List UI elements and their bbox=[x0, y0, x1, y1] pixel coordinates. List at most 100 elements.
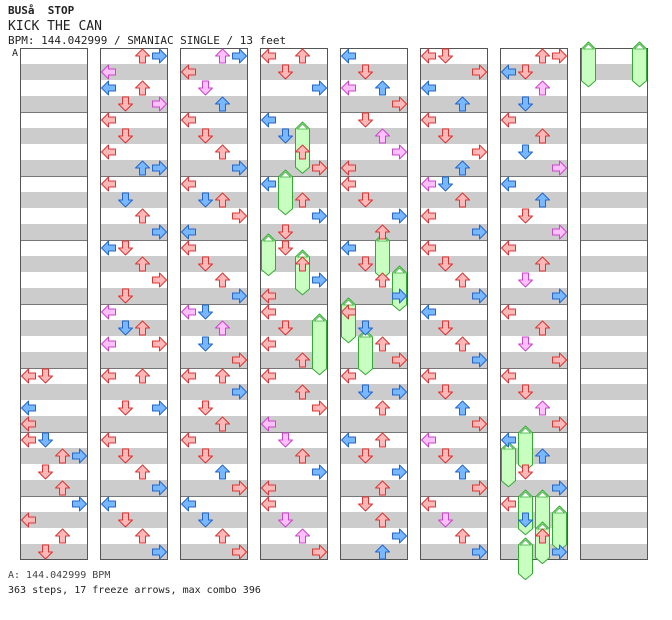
step-arrow-left bbox=[21, 432, 36, 448]
step-arrow-down bbox=[118, 400, 133, 416]
chart-stats: 363 steps, 17 freeze arrows, max combo 3… bbox=[8, 585, 261, 596]
beat-stripe bbox=[340, 256, 408, 272]
step-arrow-right bbox=[392, 96, 407, 112]
beat-stripe bbox=[500, 224, 568, 240]
step-arrow-right bbox=[472, 544, 487, 560]
step-arrow-down bbox=[118, 320, 133, 336]
beat-stripe bbox=[340, 160, 408, 176]
step-arrow-left bbox=[501, 64, 516, 80]
step-arrow-left bbox=[501, 240, 516, 256]
beat-stripe bbox=[580, 64, 648, 80]
freeze-arrow-right bbox=[312, 313, 327, 376]
beat-stripe bbox=[420, 384, 488, 400]
beat-stripe bbox=[580, 448, 648, 464]
beat-stripe bbox=[180, 256, 248, 272]
step-arrow-left bbox=[261, 416, 276, 432]
beat-stripe bbox=[340, 288, 408, 304]
bpm-marker: A bbox=[12, 48, 19, 59]
beat-stripe bbox=[260, 160, 328, 176]
step-arrow-left bbox=[421, 368, 436, 384]
step-arrow-down bbox=[118, 512, 133, 528]
step-arrow-up bbox=[55, 480, 70, 496]
beat-stripe bbox=[180, 192, 248, 208]
step-arrow-right bbox=[152, 48, 167, 64]
step-arrow-down bbox=[518, 144, 533, 160]
beat-stripe bbox=[500, 320, 568, 336]
step-arrow-up bbox=[135, 368, 150, 384]
beat-stripe bbox=[420, 544, 488, 560]
step-arrow-right bbox=[552, 544, 567, 560]
step-arrow-right bbox=[392, 384, 407, 400]
step-arrow-down bbox=[38, 464, 53, 480]
step-arrow-down bbox=[38, 368, 53, 384]
step-arrow-left bbox=[341, 176, 356, 192]
step-arrow-down bbox=[358, 384, 373, 400]
step-arrow-up bbox=[215, 416, 230, 432]
beat-stripe bbox=[100, 96, 168, 112]
step-arrow-down bbox=[438, 448, 453, 464]
beat-stripe bbox=[340, 352, 408, 368]
step-arrow-up bbox=[455, 336, 470, 352]
beat-stripe bbox=[340, 480, 408, 496]
step-arrow-up bbox=[135, 48, 150, 64]
beat-stripe bbox=[20, 416, 88, 432]
song-artist: BUSå STOP bbox=[8, 4, 75, 17]
freeze-head-down bbox=[519, 427, 532, 434]
beat-stripe bbox=[100, 512, 168, 528]
step-arrow-left bbox=[101, 368, 116, 384]
beat-stripe bbox=[100, 256, 168, 272]
step-arrow-left bbox=[341, 80, 356, 96]
step-arrow-up bbox=[375, 480, 390, 496]
beat-stripe bbox=[420, 96, 488, 112]
beat-stripe bbox=[180, 224, 248, 240]
step-arrow-left bbox=[501, 496, 516, 512]
freeze-arrow-left bbox=[261, 233, 276, 277]
step-arrow-right bbox=[232, 544, 247, 560]
step-arrow-left bbox=[261, 496, 276, 512]
beat-stripe bbox=[340, 192, 408, 208]
step-arrow-right bbox=[152, 272, 167, 288]
step-arrow-right bbox=[232, 480, 247, 496]
step-arrow-right bbox=[552, 160, 567, 176]
step-arrow-right bbox=[392, 144, 407, 160]
step-arrow-right bbox=[312, 400, 327, 416]
step-arrow-right bbox=[232, 48, 247, 64]
beat-stripe bbox=[580, 480, 648, 496]
beat-stripe bbox=[180, 128, 248, 144]
beat-stripe bbox=[580, 96, 648, 112]
step-arrow-down bbox=[198, 448, 213, 464]
beat-stripe bbox=[20, 512, 88, 528]
step-arrow-up bbox=[135, 80, 150, 96]
beat-stripe bbox=[420, 512, 488, 528]
step-arrow-left bbox=[341, 304, 356, 320]
step-arrow-down bbox=[438, 384, 453, 400]
beat-stripe bbox=[20, 352, 88, 368]
step-arrow-right bbox=[552, 288, 567, 304]
step-arrow-down bbox=[278, 240, 293, 256]
step-arrow-right bbox=[312, 80, 327, 96]
step-arrow-left bbox=[21, 400, 36, 416]
step-arrow-left bbox=[261, 176, 276, 192]
step-arrow-down bbox=[358, 448, 373, 464]
step-arrow-left bbox=[181, 368, 196, 384]
step-arrow-down bbox=[438, 320, 453, 336]
step-arrow-right bbox=[552, 352, 567, 368]
beat-stripe bbox=[20, 448, 88, 464]
step-arrow-left bbox=[501, 176, 516, 192]
beat-stripe bbox=[500, 384, 568, 400]
step-arrow-left bbox=[101, 112, 116, 128]
beat-stripe bbox=[420, 64, 488, 80]
step-arrow-up bbox=[295, 528, 310, 544]
step-arrow-down bbox=[278, 512, 293, 528]
beat-stripe bbox=[420, 416, 488, 432]
step-arrow-left bbox=[181, 64, 196, 80]
step-arrow-down bbox=[358, 320, 373, 336]
step-arrow-left bbox=[181, 240, 196, 256]
step-arrow-up bbox=[455, 96, 470, 112]
beat-stripe bbox=[500, 416, 568, 432]
beat-stripe bbox=[100, 64, 168, 80]
step-arrow-up bbox=[455, 272, 470, 288]
step-arrow-up bbox=[295, 48, 310, 64]
step-arrow-right bbox=[72, 496, 87, 512]
step-arrow-down bbox=[198, 256, 213, 272]
